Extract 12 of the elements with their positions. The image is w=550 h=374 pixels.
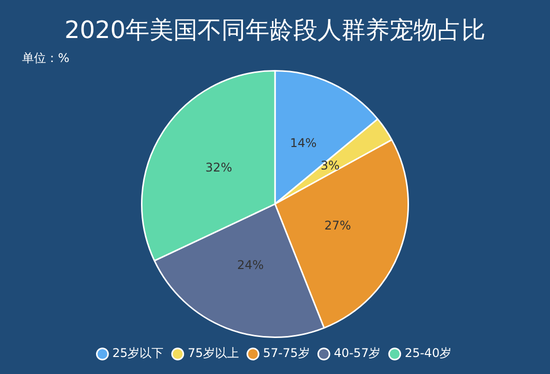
legend-label: 57-75岁 [262, 346, 310, 360]
text: 单位：% [22, 50, 70, 67]
data-label: 14% [290, 136, 317, 150]
legend-label: 75岁以上 [188, 346, 239, 360]
legend-label: 25-40岁 [404, 346, 452, 360]
data-label: 32% [205, 160, 232, 174]
legend-label: 25岁以下 [112, 346, 164, 360]
data-label: 27% [324, 218, 352, 233]
data-label: 3% [320, 158, 340, 173]
legend-label: 40-57岁 [334, 346, 381, 360]
data-label: 24% [237, 258, 264, 272]
chart-title: 2020年美国不同年龄段人群养宠物占比 [63, 15, 487, 46]
